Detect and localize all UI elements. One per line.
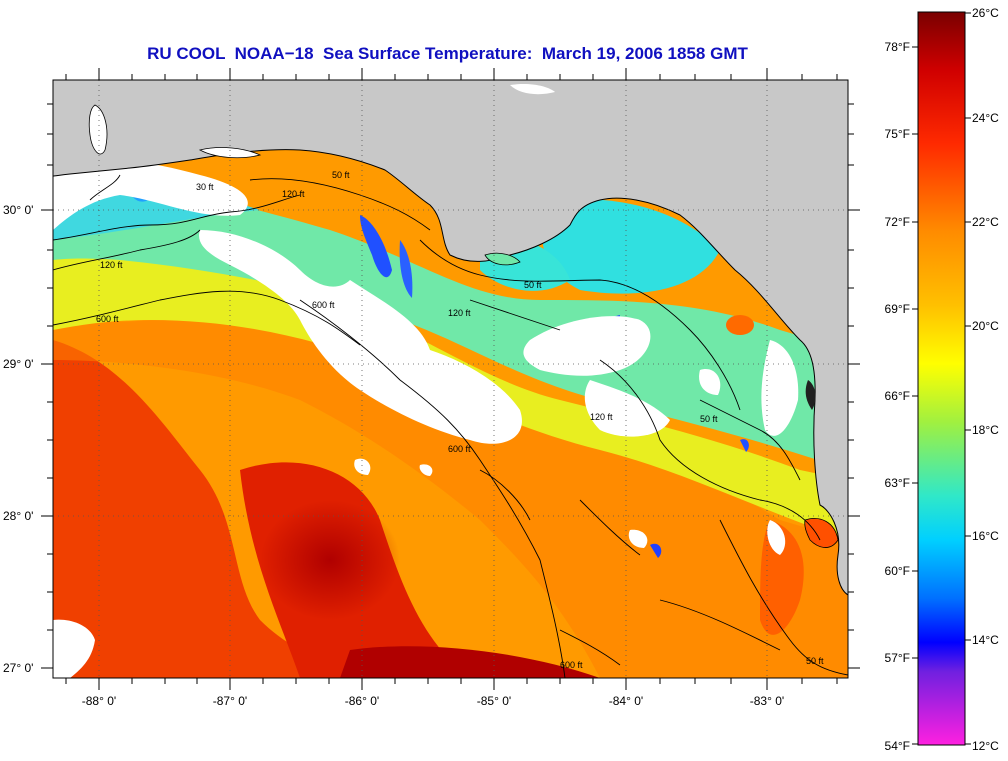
celsius-label: 14°C <box>972 633 999 647</box>
contour-label: 120 ft <box>100 260 123 270</box>
contour-label: 600 ft <box>312 300 335 310</box>
celsius-label: 12°C <box>972 739 999 753</box>
contour-label: 600 ft <box>560 660 583 670</box>
fahrenheit-label: 75°F <box>885 127 910 141</box>
cloud-northwest <box>53 157 248 230</box>
lat-label: 30° 0' <box>3 203 33 217</box>
colorbar: 26°C 24°C 22°C 20°C 18°C 16°C 14°C 12°C … <box>885 6 1000 753</box>
contour-label: 50 ft <box>332 170 350 180</box>
fahrenheit-label: 78°F <box>885 40 910 54</box>
cloud-bigbend <box>523 316 651 376</box>
contour-labels: 120 ft 50 ft 50 ft 600 ft 600 ft 120 ft … <box>96 170 824 670</box>
fahrenheit-label: 57°F <box>885 651 910 665</box>
contour-label: 50 ft <box>700 414 718 424</box>
fahrenheit-label: 63°F <box>885 476 910 490</box>
warm-patch-east <box>726 315 754 335</box>
fahrenheit-label: 72°F <box>885 215 910 229</box>
latitude-labels: 30° 0' 29° 0' 28° 0' 27° 0' <box>3 203 33 675</box>
map-frame <box>52 79 849 679</box>
celsius-label: 16°C <box>972 529 999 543</box>
fahrenheit-label: 60°F <box>885 564 910 578</box>
yellow-band <box>53 250 848 540</box>
hot-core-south <box>340 646 600 678</box>
longitude-labels: -88° 0' -87° 0' -86° 0' -85° 0' -84° 0' … <box>82 694 784 708</box>
celsius-label: 20°C <box>972 319 999 333</box>
lat-label: 27° 0' <box>3 661 33 675</box>
sst-map <box>53 80 848 678</box>
cyan-bigbend <box>542 199 720 294</box>
cloud-east <box>761 340 799 436</box>
lon-label: -85° 0' <box>477 694 511 708</box>
bathymetry-contours <box>53 174 848 678</box>
contour-label: 600 ft <box>448 444 471 454</box>
map-title: RU COOL NOAA−18 Sea Surface Temperature:… <box>147 44 748 63</box>
contour-label: 120 ft <box>448 308 471 318</box>
land-mass <box>53 80 848 596</box>
lat-label: 29° 0' <box>3 357 33 371</box>
fahrenheit-label: 54°F <box>885 739 910 753</box>
lon-label: -88° 0' <box>82 694 116 708</box>
fahrenheit-label: 66°F <box>885 389 910 403</box>
contour-label: 120 ft <box>282 189 305 199</box>
axis-ticks <box>41 68 860 690</box>
lon-label: -84° 0' <box>609 694 643 708</box>
contour-label: 50 ft <box>806 656 824 666</box>
celsius-label: 24°C <box>972 111 999 125</box>
colorbar-strip <box>917 11 966 746</box>
contour-label: 120 ft <box>590 412 613 422</box>
celsius-label: 26°C <box>972 6 999 20</box>
celsius-label: 22°C <box>972 215 999 229</box>
cold-streak-1 <box>360 215 392 278</box>
minor-ticks <box>47 74 854 684</box>
red-water-west <box>53 340 420 678</box>
contour-label: 50 ft <box>524 280 542 290</box>
lon-label: -83° 0' <box>750 694 784 708</box>
lat-label: 28° 0' <box>3 509 33 523</box>
contour-label: 600 ft <box>96 314 119 324</box>
cloud-southwest <box>53 619 95 678</box>
lon-label: -87° 0' <box>213 694 247 708</box>
fahrenheit-label: 69°F <box>885 302 910 316</box>
hot-core <box>260 500 400 620</box>
lon-label: -86° 0' <box>345 694 379 708</box>
celsius-label: 18°C <box>972 423 999 437</box>
contour-label: 30 ft <box>196 182 214 192</box>
